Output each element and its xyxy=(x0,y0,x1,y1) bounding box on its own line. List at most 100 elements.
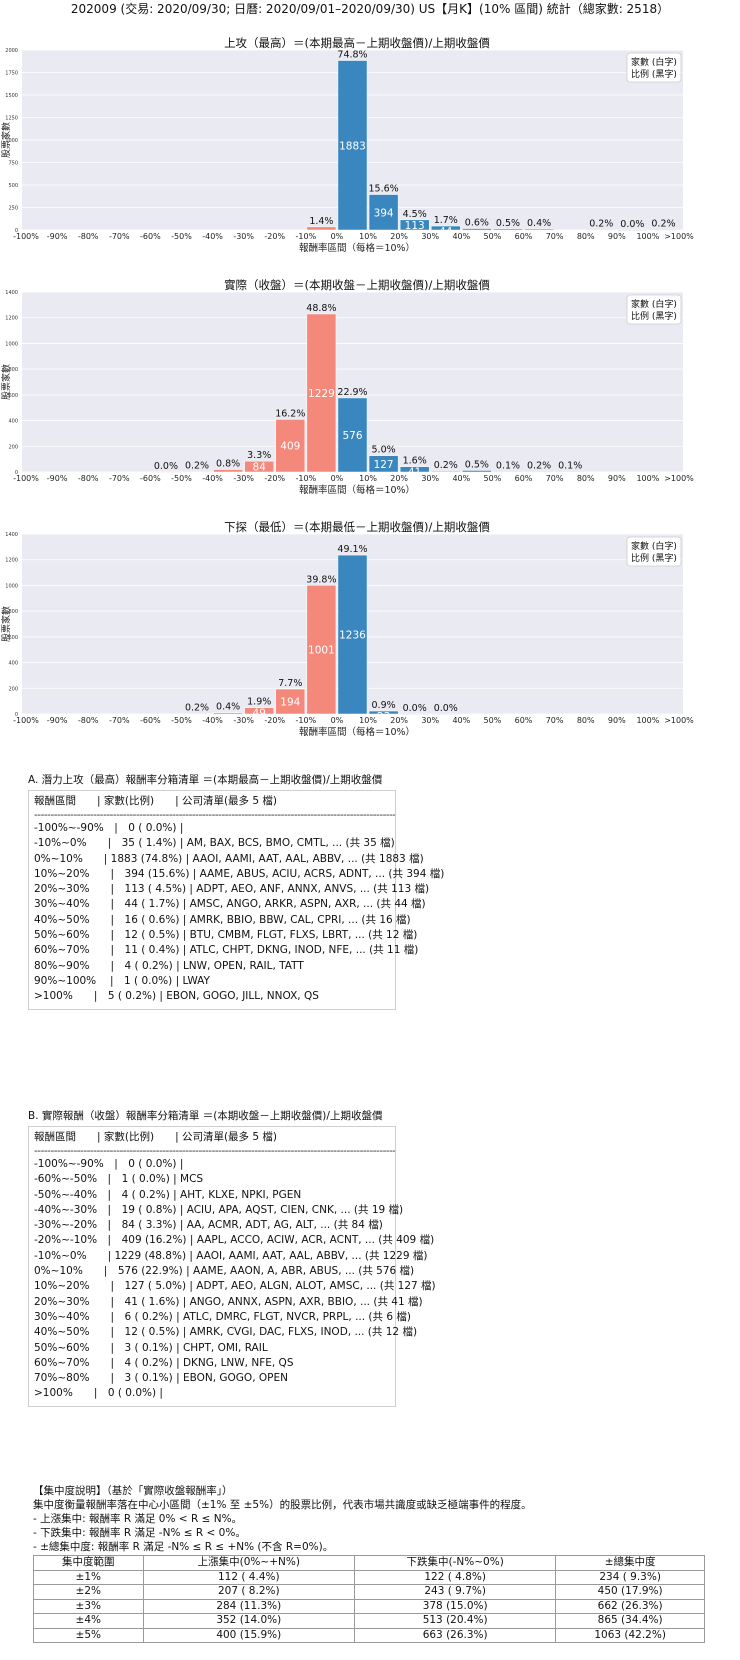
pct-label: 0.1% xyxy=(496,461,520,472)
x-tick-label: 50% xyxy=(484,716,502,725)
table-cell: ±4% xyxy=(33,1613,144,1629)
legend: 家數 (白字)比例 (黑字) xyxy=(626,536,682,567)
y-tick-label: 0 xyxy=(15,228,18,234)
pct-label: 5.0% xyxy=(372,445,396,456)
table-cell: 513 (20.4%) xyxy=(354,1613,557,1629)
bar xyxy=(306,226,337,231)
legend: 家數 (白字)比例 (黑字) xyxy=(626,52,682,83)
table-row: ±4% 352 (14.0%) 513 (20.4%) 865 (34.4%) xyxy=(33,1613,705,1629)
pct-label: 16.2% xyxy=(275,408,305,419)
bar xyxy=(524,471,554,473)
x-tick-label: 20% xyxy=(390,232,408,241)
bin-row: -20%~-10% | 409 (16.2%) | AAPL, ACCO, AC… xyxy=(34,1234,435,1247)
x-tick-label: 100% xyxy=(636,232,659,241)
table-cell: 352 (14.0%) xyxy=(142,1613,356,1629)
y-tick-label: 250 xyxy=(8,206,18,212)
count-label: 23 xyxy=(377,711,390,723)
bin-row: 30%~40% | 44 ( 1.7%) | AMSC, ANGO, ARKR,… xyxy=(34,898,426,911)
page-title: 202009 (交易: 2020/09/30; 日曆: 2020/09/01–2… xyxy=(70,2,670,16)
table-row: ±1% 112 ( 4.4%) 122 ( 4.8%) 234 ( 9.3%) xyxy=(33,1569,705,1585)
y-tick-label: 2000 xyxy=(5,48,18,54)
bar xyxy=(275,419,306,473)
table-cell: 662 (26.3%) xyxy=(555,1598,705,1614)
pct-label: 0.2% xyxy=(651,219,675,230)
pct-label: 0.5% xyxy=(496,218,520,229)
count-label: 409 xyxy=(280,441,300,453)
y-tick-label: 1250 xyxy=(5,116,18,122)
listing-a-header: 報酬區間 | 家數(比例) | 公司清單(最多 5 檔) xyxy=(34,795,277,807)
pct-label: 0.9% xyxy=(372,700,396,711)
count-label: 1236 xyxy=(339,630,366,642)
x-tick-label: 20% xyxy=(390,716,408,725)
pct-label: 0.4% xyxy=(216,702,240,713)
y-tick-label: 1750 xyxy=(5,71,18,77)
x-tick-label: 90% xyxy=(608,474,626,483)
table-row: ±2% 207 ( 8.2%) 243 ( 9.7%) 450 (17.9%) xyxy=(33,1584,705,1600)
x-tick-label: 100% xyxy=(636,716,659,725)
x-tick-label: 80% xyxy=(577,474,595,483)
y-tick-label: 0 xyxy=(15,712,18,718)
pct-label: 22.9% xyxy=(337,387,367,398)
table-cell: 865 (34.4%) xyxy=(555,1613,705,1629)
table-cell: 450 (17.9%) xyxy=(555,1584,705,1600)
y-tick-label: 500 xyxy=(8,183,18,189)
bin-row: -10%~0% | 35 ( 1.4%) | AM, BAX, BCS, BMO… xyxy=(34,837,395,850)
x-tick-label: -40% xyxy=(202,716,223,725)
x-tick-label: -100% xyxy=(13,716,39,725)
chart-downside-low: 下探（最低）＝(本期最低－上期收盤價)/上期收盤價 0 200 400 600 800 10… xyxy=(0,518,740,740)
x-tick-label: -20% xyxy=(264,716,285,725)
count-label: 113 xyxy=(405,220,425,232)
listing-b-box: 報酬區間 | 家數(比例) | 公司清單(最多 5 檔) -----------… xyxy=(28,1126,436,1407)
bar xyxy=(430,713,461,715)
x-tick-label: -10% xyxy=(296,474,317,483)
table-cell: 207 ( 8.2%) xyxy=(142,1584,356,1600)
legend-entry: 比例 (黑字) xyxy=(631,68,677,80)
table-header: 下跌集中(-N%~0%) xyxy=(354,1555,557,1571)
count-label: 1229 xyxy=(308,388,335,400)
legend-entry: 家數 (白字) xyxy=(631,56,677,68)
pct-label: 0.2% xyxy=(527,460,551,471)
table-row: ±3% 284 (11.3%) 378 (15.0%) 662 (26.3%) xyxy=(33,1598,705,1614)
count-label: 41 xyxy=(408,467,421,479)
pct-label: 1.9% xyxy=(247,697,271,708)
x-tick-label: 10% xyxy=(359,716,377,725)
table-header: ±總集中度 xyxy=(555,1555,705,1571)
x-tick-label: 50% xyxy=(484,232,502,241)
bar xyxy=(462,470,492,473)
table-header: 集中度範圍 xyxy=(33,1555,144,1571)
concentration-title: 【集中度說明】（基於「實際收盤報酬率」） xyxy=(33,1485,233,1497)
y-tick-label: 800 xyxy=(8,609,18,615)
pct-label: 0.2% xyxy=(185,460,209,471)
bar xyxy=(213,469,243,473)
x-tick-label: -50% xyxy=(171,716,192,725)
x-tick-label: -20% xyxy=(264,232,285,241)
y-axis-label: 股票家數 xyxy=(0,122,12,158)
bin-row: 30%~40% | 6 ( 0.2%) | ATLC, DMRC, FLGT, … xyxy=(34,1310,411,1323)
legend-box xyxy=(626,294,682,325)
pct-label: 4.5% xyxy=(403,209,427,220)
y-tick-label: 1000 xyxy=(5,138,18,144)
legend: 家數 (白字)比例 (黑字) xyxy=(626,294,682,325)
x-tick-label: 0% xyxy=(331,232,344,241)
y-tick-label: 750 xyxy=(8,161,18,167)
bar xyxy=(244,460,275,473)
table-cell: 400 (15.9%) xyxy=(142,1627,356,1643)
x-axis-label: 報酬率區間（每格＝10%） xyxy=(299,484,415,496)
x-tick-label: -90% xyxy=(47,716,68,725)
bin-row: 40%~50% | 12 ( 0.5%) | AMRK, CVGI, DAC, … xyxy=(34,1326,418,1339)
pct-label: 1.4% xyxy=(309,216,333,227)
y-tick-label: 600 xyxy=(8,393,18,399)
chart-svg: 下探（最低）＝(本期最低－上期收盤價)/上期收盤價 0 200 400 600 800 10… xyxy=(0,520,694,738)
count-label: 394 xyxy=(374,207,394,219)
bin-row: -40%~-30% | 19 ( 0.8%) | ACIU, APA, AQST… xyxy=(34,1203,404,1216)
legend-entry: 比例 (黑字) xyxy=(631,310,677,322)
table-cell: 112 ( 4.4%) xyxy=(142,1569,356,1585)
count-label: 49 xyxy=(253,708,266,720)
x-tick-label: -40% xyxy=(202,474,223,483)
bin-row: 0%~10% | 1883 (74.8%) | AAOI, AAMI, AAT,… xyxy=(34,852,424,865)
chart-title: 實際（收盤）＝(本期收盤－上期收盤價)/上期收盤價 xyxy=(224,278,490,292)
pct-label: 0.2% xyxy=(589,219,613,230)
x-tick-label: 70% xyxy=(546,232,564,241)
pct-label: 74.8% xyxy=(337,50,367,61)
x-tick-label: -60% xyxy=(140,716,161,725)
